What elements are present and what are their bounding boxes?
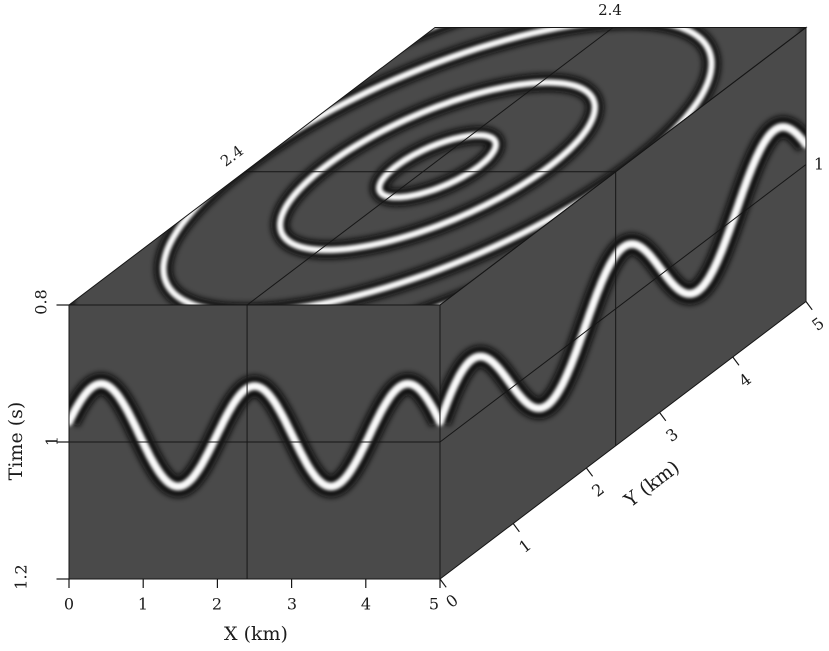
x-slice-label-top: 2.4 [598, 1, 622, 19]
time-slice-label-right: 1 [814, 155, 824, 174]
y-tick-label-5: 5 [808, 313, 828, 334]
y-axis-tick-2 [585, 467, 594, 477]
x-tick-label-0: 0 [64, 595, 74, 614]
side-reflector-core [440, 123, 806, 426]
x-tick-label-2: 2 [212, 595, 222, 614]
x-slice-line-top [246, 27, 614, 306]
front-face-wavelet [69, 372, 440, 498]
y-axis-tick-3 [659, 412, 667, 422]
side-face-wavelet [440, 116, 806, 426]
y-tick-label-2: 2 [588, 479, 608, 500]
top-ring-core-1 [276, 79, 599, 254]
time-axis-title: Time (s) [5, 402, 27, 481]
y-axis-tick-1 [512, 523, 520, 533]
y-tick-label-0: 0 [442, 590, 462, 611]
x-axis-title: X (km) [224, 623, 288, 645]
y-slice-label-left: 2.4 [217, 142, 247, 171]
x-tick-label-5: 5 [429, 595, 439, 614]
y-tick-label-3: 3 [662, 424, 682, 445]
time-slice-line-side [439, 164, 807, 443]
top-face [69, 27, 806, 305]
y-axis-title: Y (km) [619, 456, 683, 512]
top-ring-core-0 [375, 131, 500, 201]
top-face-outline [67, 27, 808, 306]
x-tick-label-1: 1 [138, 595, 148, 614]
axis-ticks [56, 301, 813, 588]
time-tick-label-1: 1 [43, 436, 62, 446]
cube-faces [69, 27, 806, 579]
y-tick-label-1: 1 [515, 535, 535, 556]
time-tick-label-2: 1.2 [12, 564, 31, 589]
y-tick-label-4: 4 [735, 369, 755, 390]
x-tick-label-4: 4 [361, 595, 371, 614]
front-reflector-core [69, 379, 440, 491]
y-axis-tick-4 [732, 356, 740, 366]
y-axis-tick-0 [439, 578, 447, 588]
time-tick-label-0: 0.8 [32, 289, 51, 314]
y-axis-tick-5 [805, 301, 813, 311]
x-tick-label-3: 3 [287, 595, 297, 614]
